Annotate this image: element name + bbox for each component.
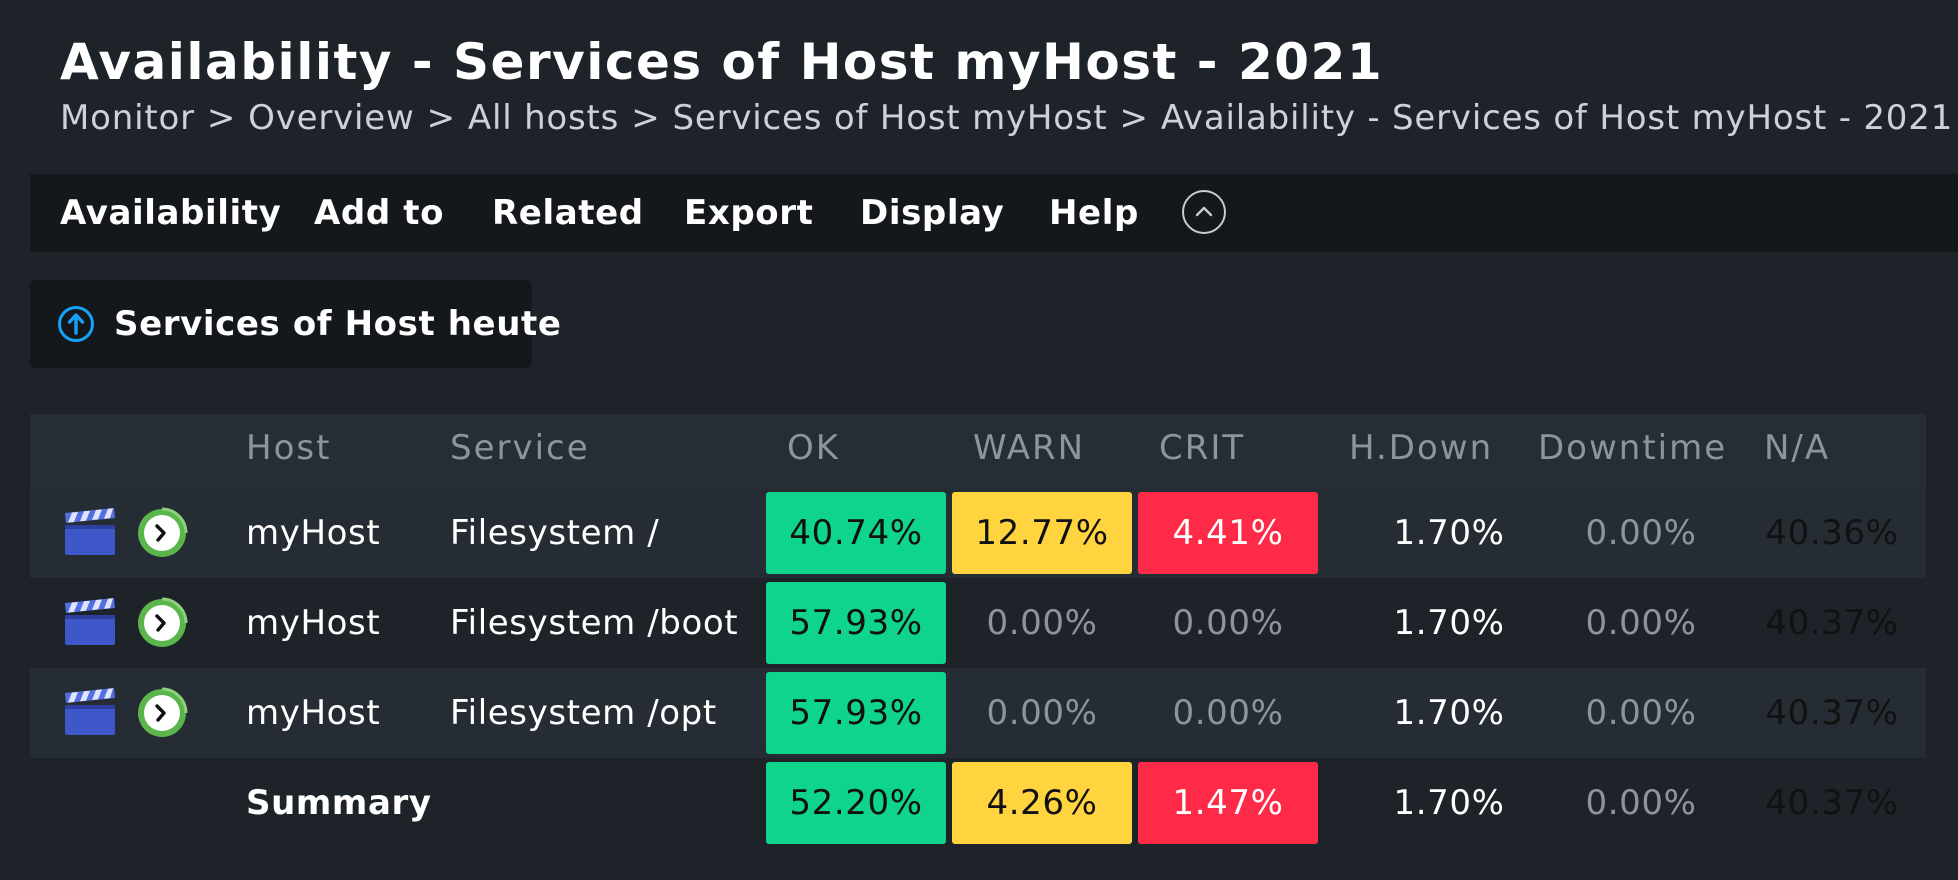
breadcrumb-separator: > bbox=[1119, 98, 1149, 138]
services-of-host-button[interactable]: Services of Host heute bbox=[30, 280, 561, 368]
ok-value: 57.93% bbox=[766, 582, 946, 664]
host-link[interactable]: myHost bbox=[246, 693, 381, 733]
page-title: Availability - Services of Host myHost -… bbox=[60, 33, 1384, 91]
host-down-value: 1.70% bbox=[1393, 603, 1505, 643]
header-warn: WARN bbox=[973, 428, 1086, 468]
menu-availability[interactable]: Availability bbox=[60, 193, 282, 233]
crit-value: 0.00% bbox=[1172, 693, 1284, 733]
timeline-icon[interactable] bbox=[134, 505, 190, 561]
table-row: myHost Filesystem / 40.74% 12.77% 4.41% … bbox=[30, 488, 1926, 578]
table-row: myHost Filesystem /boot 57.93% 0.00% 0.0… bbox=[30, 578, 1926, 668]
menu-related[interactable]: Related bbox=[492, 193, 644, 233]
summary-label: Summary bbox=[246, 783, 432, 823]
availability-table: Host Service OK WARN CRIT H.Down Downtim… bbox=[30, 414, 1926, 848]
warn-value: 0.00% bbox=[986, 693, 1098, 733]
clapperboard-icon[interactable] bbox=[62, 685, 118, 741]
na-value: 40.36% bbox=[1765, 513, 1899, 553]
clapperboard-icon[interactable] bbox=[62, 505, 118, 561]
host-down-value: 1.70% bbox=[1393, 693, 1505, 733]
summary-ok-value: 52.20% bbox=[766, 762, 946, 844]
summary-row: Summary 52.20% 4.26% 1.47% 1.70% 0.00% 4… bbox=[30, 758, 1926, 848]
downtime-value: 0.00% bbox=[1585, 603, 1697, 643]
header-host[interactable]: Host bbox=[246, 428, 332, 468]
header-crit: CRIT bbox=[1159, 428, 1246, 468]
downtime-value: 0.00% bbox=[1585, 693, 1697, 733]
crit-value: 4.41% bbox=[1138, 492, 1318, 574]
ok-value: 40.74% bbox=[766, 492, 946, 574]
summary-warn-value: 4.26% bbox=[952, 762, 1132, 844]
breadcrumb-separator: > bbox=[206, 98, 237, 138]
header-na: N/A bbox=[1764, 428, 1831, 468]
header-downtime: Downtime bbox=[1538, 428, 1728, 468]
na-value: 40.37% bbox=[1765, 693, 1899, 733]
menu-bar: Availability Add to Related Export Displ… bbox=[30, 174, 1958, 252]
table-row: myHost Filesystem /opt 57.93% 0.00% 0.00… bbox=[30, 668, 1926, 758]
service-link[interactable]: Filesystem / bbox=[450, 513, 660, 553]
service-link[interactable]: Filesystem /opt bbox=[450, 693, 717, 733]
menu-display[interactable]: Display bbox=[860, 193, 1005, 233]
timeline-icon[interactable] bbox=[134, 685, 190, 741]
header-host-down: H.Down bbox=[1349, 428, 1494, 468]
breadcrumb-separator: > bbox=[631, 98, 661, 138]
menu-export[interactable]: Export bbox=[684, 193, 814, 233]
ok-value: 57.93% bbox=[766, 672, 946, 754]
header-ok: OK bbox=[787, 428, 841, 468]
breadcrumb: Monitor > Overview > All hosts > Services of H… bbox=[60, 96, 1953, 140]
breadcrumb-item-current: Availability - Services of Host myHost -… bbox=[1160, 98, 1954, 138]
arrow-up-circle-icon bbox=[58, 306, 94, 342]
warn-value: 0.00% bbox=[986, 603, 1098, 643]
summary-crit-value: 1.47% bbox=[1138, 762, 1318, 844]
summary-host-down-value: 1.70% bbox=[1393, 783, 1505, 823]
menu-help[interactable]: Help bbox=[1049, 193, 1139, 233]
breadcrumb-item-overview[interactable]: Overview bbox=[248, 98, 415, 138]
host-link[interactable]: myHost bbox=[246, 603, 381, 643]
host-down-value: 1.70% bbox=[1393, 513, 1505, 553]
chevron-up-icon bbox=[1195, 206, 1213, 217]
warn-value: 12.77% bbox=[952, 492, 1132, 574]
menu-add-to[interactable]: Add to bbox=[314, 193, 445, 233]
breadcrumb-item-services-of-host[interactable]: Services of Host myHost bbox=[672, 98, 1108, 138]
host-link[interactable]: myHost bbox=[246, 513, 381, 553]
collapse-menu-button[interactable] bbox=[1182, 190, 1226, 234]
timeline-icon[interactable] bbox=[134, 595, 190, 651]
downtime-value: 0.00% bbox=[1585, 513, 1697, 553]
na-value: 40.37% bbox=[1765, 603, 1899, 643]
table-header-row: Host Service OK WARN CRIT H.Down Downtim… bbox=[30, 414, 1926, 488]
breadcrumb-item-all-hosts[interactable]: All hosts bbox=[467, 98, 620, 138]
summary-na-value: 40.37% bbox=[1765, 783, 1899, 823]
summary-downtime-value: 0.00% bbox=[1585, 783, 1697, 823]
breadcrumb-item-monitor[interactable]: Monitor bbox=[60, 98, 195, 138]
crit-value: 0.00% bbox=[1172, 603, 1284, 643]
breadcrumb-separator: > bbox=[426, 98, 456, 138]
clapperboard-icon[interactable] bbox=[62, 595, 118, 651]
service-link[interactable]: Filesystem /boot bbox=[450, 603, 739, 643]
services-of-host-label: Services of Host heute bbox=[114, 304, 562, 344]
header-service[interactable]: Service bbox=[450, 428, 590, 468]
